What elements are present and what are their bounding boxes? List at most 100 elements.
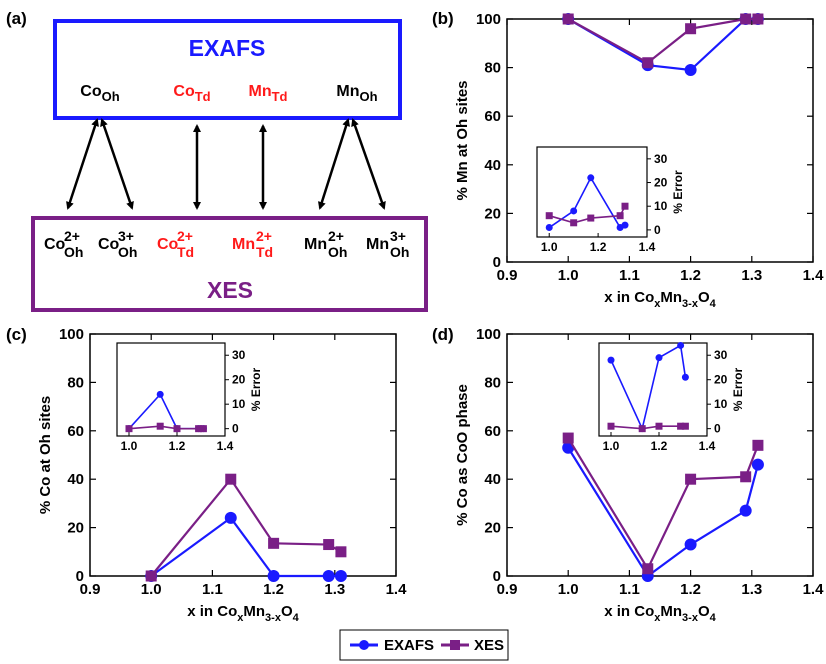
data-point <box>545 212 553 220</box>
data-point <box>740 13 752 25</box>
x-axis-label-part: 3-x <box>682 612 699 624</box>
data-point <box>323 539 335 551</box>
exafs-site-subscript: Oh <box>102 89 120 104</box>
inset-chart: 1.0 1.2 1.4 0 10 20 30% Error <box>598 341 745 453</box>
exafs-sites: CoOh CoTd MnTd MnOh <box>80 83 377 104</box>
exafs-site-0: CoOh <box>80 83 119 104</box>
x-tick-label: 1.4 <box>803 581 825 598</box>
x-axis-label-part: x <box>237 612 244 624</box>
data-point <box>156 390 164 398</box>
data-point <box>195 425 203 433</box>
inset-y-tick-label: 10 <box>714 397 728 411</box>
data-point <box>684 538 697 551</box>
x-axis-label-part: Mn <box>243 603 265 620</box>
legend: EXAFS XES <box>339 629 509 661</box>
series-xes <box>562 432 764 575</box>
data-point <box>224 511 237 524</box>
series-line-exafs <box>567 17 758 72</box>
xes-site-element: Co <box>157 236 179 253</box>
y-tick-label: 40 <box>484 471 501 488</box>
y-tick-label: 100 <box>476 11 501 28</box>
x-tick-label: 1.4 <box>386 581 408 598</box>
data-point <box>156 422 164 430</box>
panel-label: (d) <box>432 325 454 344</box>
x-axis-label-part: 4 <box>710 612 717 624</box>
xes-site-element: Mn <box>366 236 389 253</box>
xes-site-subscript: Oh <box>390 244 409 260</box>
series-xes <box>607 422 689 433</box>
xes-site-1: Co3+Oh <box>98 228 137 260</box>
xes-site-3: Mn 2+Td <box>232 228 273 260</box>
inset-x-tick-label: 1.0 <box>121 439 138 453</box>
plot-frame <box>506 18 814 263</box>
exafs-site-2: MnTd <box>249 83 288 104</box>
x-tick-label: 1.2 <box>680 581 701 598</box>
y-tick-label: 20 <box>484 205 501 222</box>
y-tick-label: 0 <box>493 254 501 271</box>
x-tick-label: 1.0 <box>141 581 162 598</box>
x-axis-label-part: Mn <box>660 603 682 620</box>
xes-site-subscript: Td <box>177 244 194 260</box>
exafs-site-element: Co <box>173 83 195 100</box>
inset-x-tick-label: 1.0 <box>541 240 558 254</box>
x-tick-label: 1.0 <box>558 267 579 284</box>
series-line-xes <box>567 17 758 65</box>
x-tick-label: 0.9 <box>497 581 518 598</box>
inset-x-tick-label: 1.2 <box>590 240 607 254</box>
y-tick-label: 100 <box>476 326 501 343</box>
x-tick-label: 1.1 <box>202 581 223 598</box>
series-xes <box>545 202 629 227</box>
data-point <box>685 23 697 35</box>
data-point <box>587 214 595 222</box>
xes-site-4: Mn 2+Oh <box>304 228 347 260</box>
legend-item-xes: XES <box>441 637 504 654</box>
x-axis-label-part: x <box>654 612 661 624</box>
data-point <box>322 570 335 582</box>
xes-site-subscript: Oh <box>118 244 137 260</box>
data-point <box>125 425 133 433</box>
y-tick-label: 0 <box>76 568 84 585</box>
data-point <box>752 439 764 451</box>
arrow-0 <box>66 118 99 210</box>
exafs-site-element: Co <box>80 83 102 100</box>
inset-frame <box>598 342 708 437</box>
y-tick-label: 20 <box>67 520 84 537</box>
data-point <box>740 471 752 483</box>
panel-label: (b) <box>432 9 454 28</box>
series-group <box>562 13 764 77</box>
panel-label-a: (a) <box>6 9 27 28</box>
data-point <box>570 207 578 215</box>
exafs-site-3: MnOh <box>336 83 377 104</box>
y-tick-label: 100 <box>59 326 84 343</box>
inset-y-tick-label: 20 <box>714 373 728 387</box>
series-line-exafs <box>150 516 341 578</box>
data-point <box>268 537 280 549</box>
panel-label: (c) <box>6 325 27 344</box>
x-axis-label-part: x in Co <box>187 603 237 620</box>
series-group <box>145 473 347 582</box>
x-tick-label: 0.9 <box>80 581 101 598</box>
arrow-4 <box>318 118 350 210</box>
data-point <box>267 570 280 582</box>
data-point <box>607 356 615 364</box>
y-tick-label: 20 <box>484 520 501 537</box>
data-point <box>642 57 654 69</box>
data-point <box>621 202 629 210</box>
data-point <box>638 425 646 433</box>
x-tick-label: 1.3 <box>741 581 762 598</box>
exafs-site-subscript: Td <box>195 89 211 104</box>
inset-y-tick-label: 0 <box>654 223 661 237</box>
series-xes <box>125 422 207 433</box>
series-exafs <box>545 174 629 232</box>
x-tick-label: 1.1 <box>619 267 640 284</box>
data-point <box>225 473 237 485</box>
inset-x-tick-label: 1.4 <box>217 439 234 453</box>
plot-frame <box>89 333 397 577</box>
x-axis-label: x in CoxMn3-xO4 <box>604 289 716 310</box>
legend-marker-exafs <box>359 640 369 650</box>
legend-label-exafs: EXAFS <box>384 637 434 654</box>
x-axis-label-part: x in Co <box>604 603 654 620</box>
inset-frame <box>536 146 648 238</box>
